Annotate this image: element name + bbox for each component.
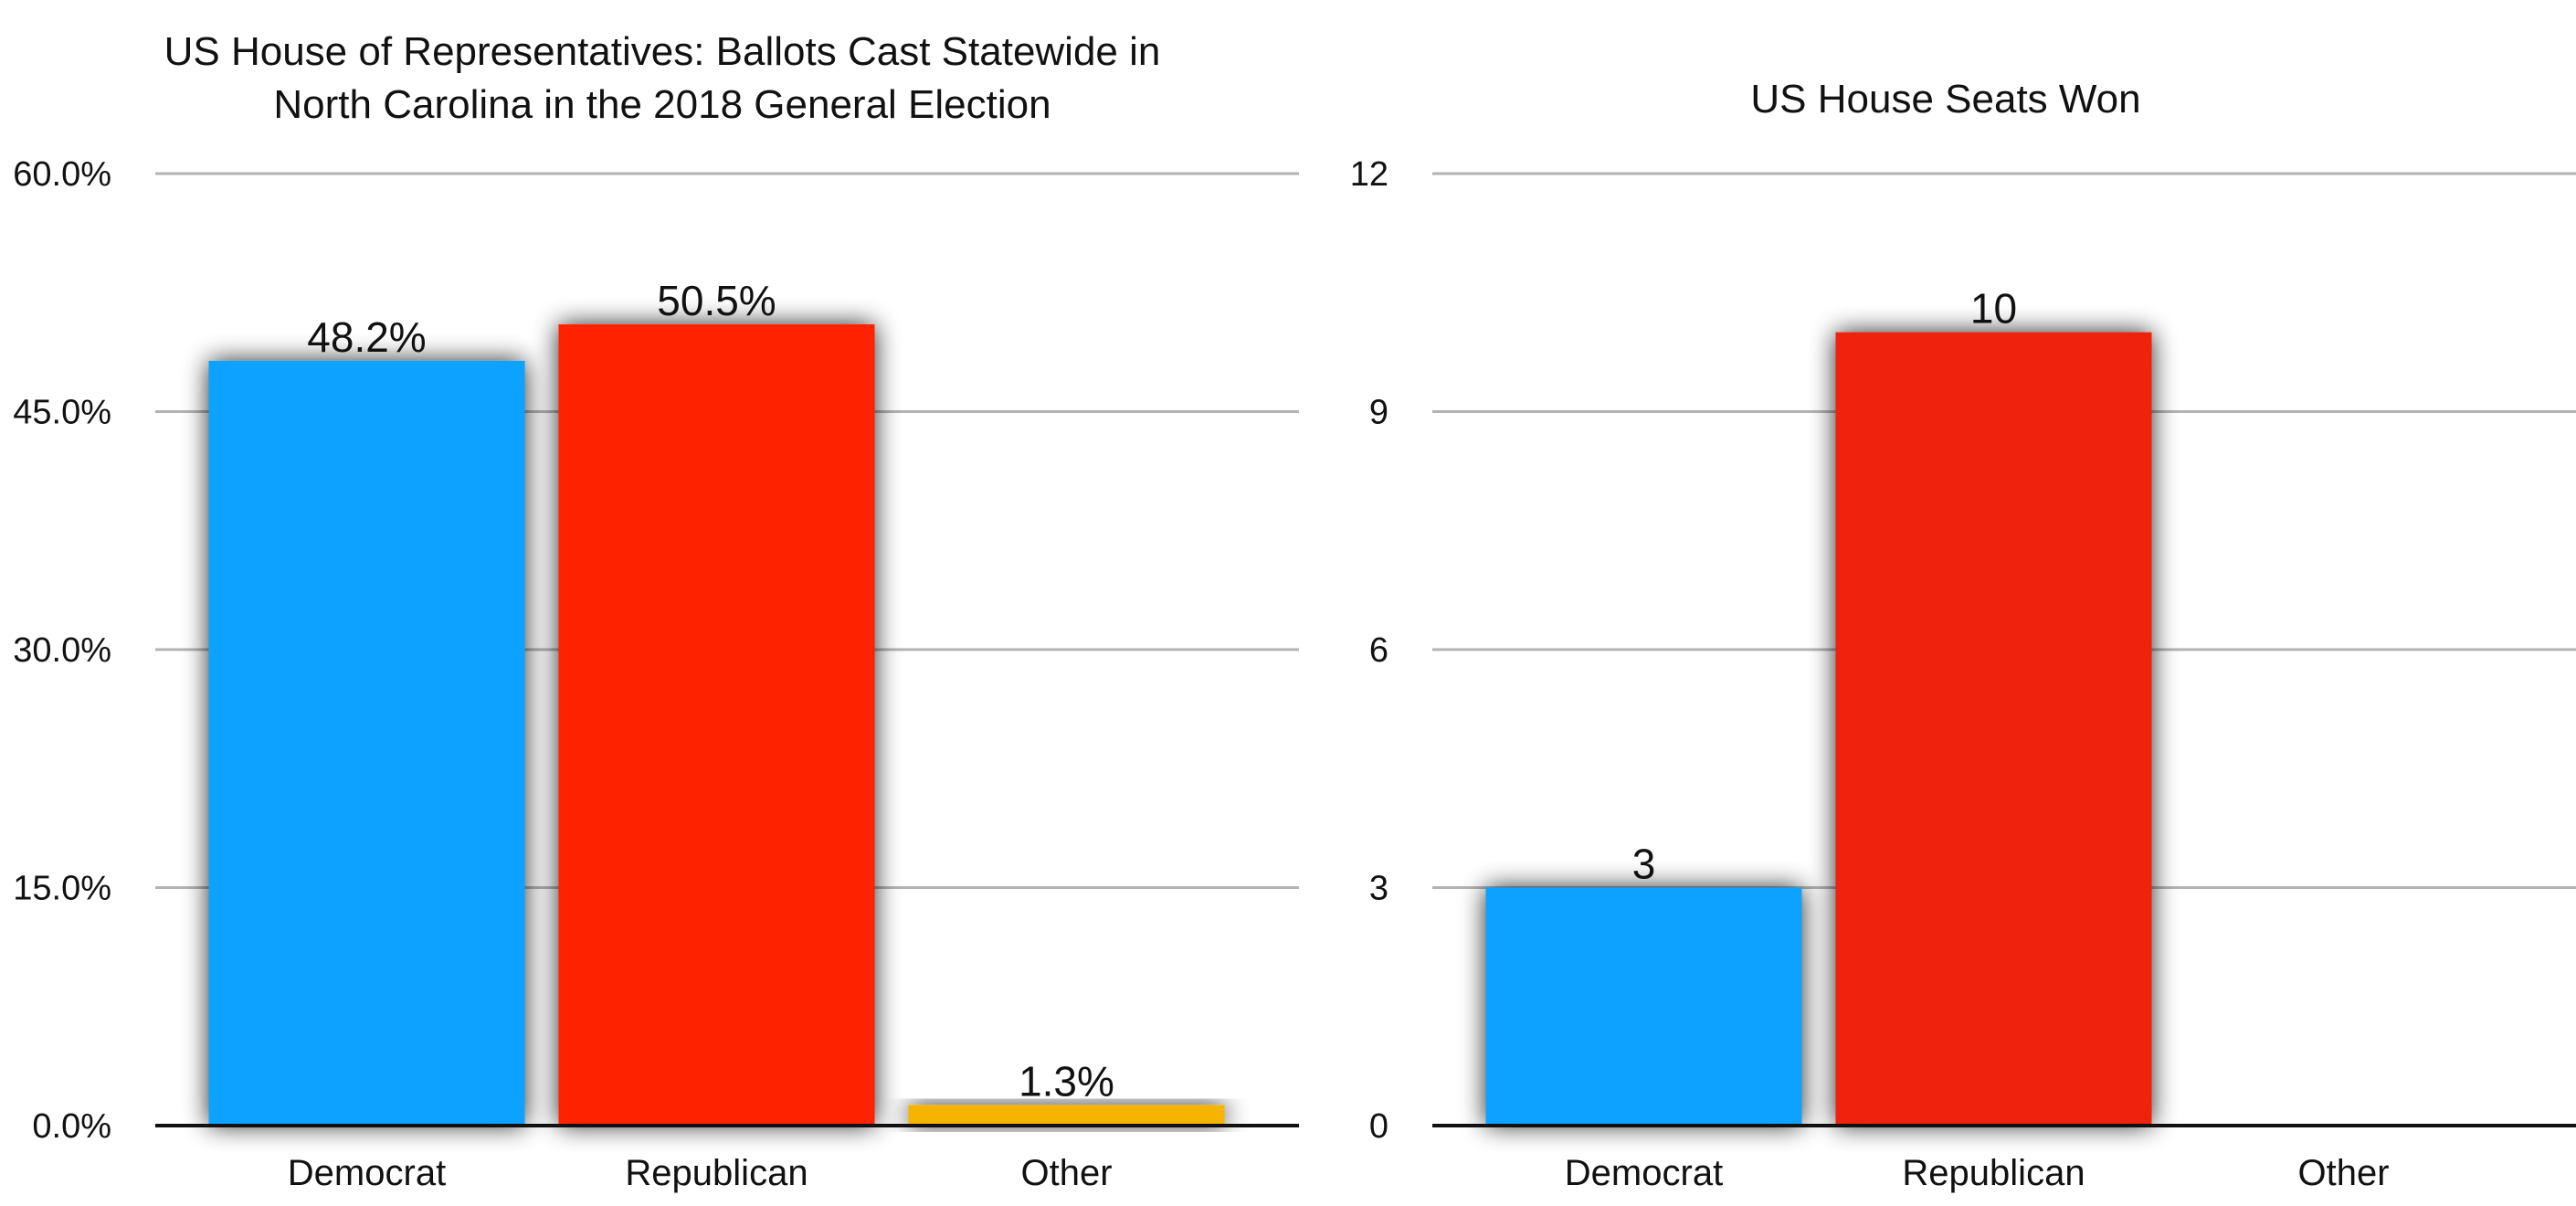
data-label-other: 1.3% [1019, 1057, 1114, 1105]
bar-republican [1835, 332, 2152, 1127]
y-tick-label: 0 [1369, 1107, 1388, 1146]
data-label-republican: 10 [1970, 285, 2017, 333]
category-label-republican: Republican [625, 1153, 808, 1193]
data-label-democrat: 48.2% [307, 313, 426, 361]
chart-title: US House Seats Won [1750, 77, 2141, 122]
bar-democrat [208, 360, 525, 1127]
y-tick-label: 12 [1350, 155, 1388, 194]
category-label-democrat: Democrat [288, 1153, 446, 1193]
y-tick-label: 0.0% [32, 1107, 111, 1146]
seats-won-plot: 0 3 6 9 12 3 Democrat 10 Republican Other [1350, 155, 2576, 1193]
bar-republican [558, 323, 875, 1126]
seats-won-chart: US House Seats Won 0 3 6 9 12 3 Democrat 10 Repu… [1315, 0, 2576, 1206]
chart-title: US House of Representatives: Ballots Cas… [164, 29, 1161, 127]
category-label-other: Other [2297, 1153, 2389, 1193]
data-label-democrat: 3 [1632, 841, 1656, 888]
y-tick-label: 15.0% [13, 870, 111, 908]
ballots-cast-plot: 0.0% 15.0% 30.0% 45.0% 60.0% 48.2% Democrat 50.… [13, 155, 1299, 1193]
y-tick-label: 9 [1369, 394, 1388, 432]
category-label-other: Other [1020, 1153, 1112, 1193]
bar-democrat [1485, 887, 1802, 1126]
data-label-republican: 50.5% [657, 277, 776, 324]
y-tick-label: 30.0% [13, 631, 111, 670]
y-tick-label: 60.0% [13, 155, 111, 194]
category-label-republican: Republican [1902, 1153, 2085, 1193]
ballots-cast-chart: US House of Representatives: Ballots Cas… [13, 29, 1299, 1193]
y-tick-label: 6 [1369, 631, 1388, 670]
category-label-democrat: Democrat [1565, 1153, 1723, 1193]
y-tick-label: 45.0% [13, 394, 111, 432]
y-tick-label: 3 [1369, 870, 1388, 908]
bar-other [908, 1105, 1225, 1126]
